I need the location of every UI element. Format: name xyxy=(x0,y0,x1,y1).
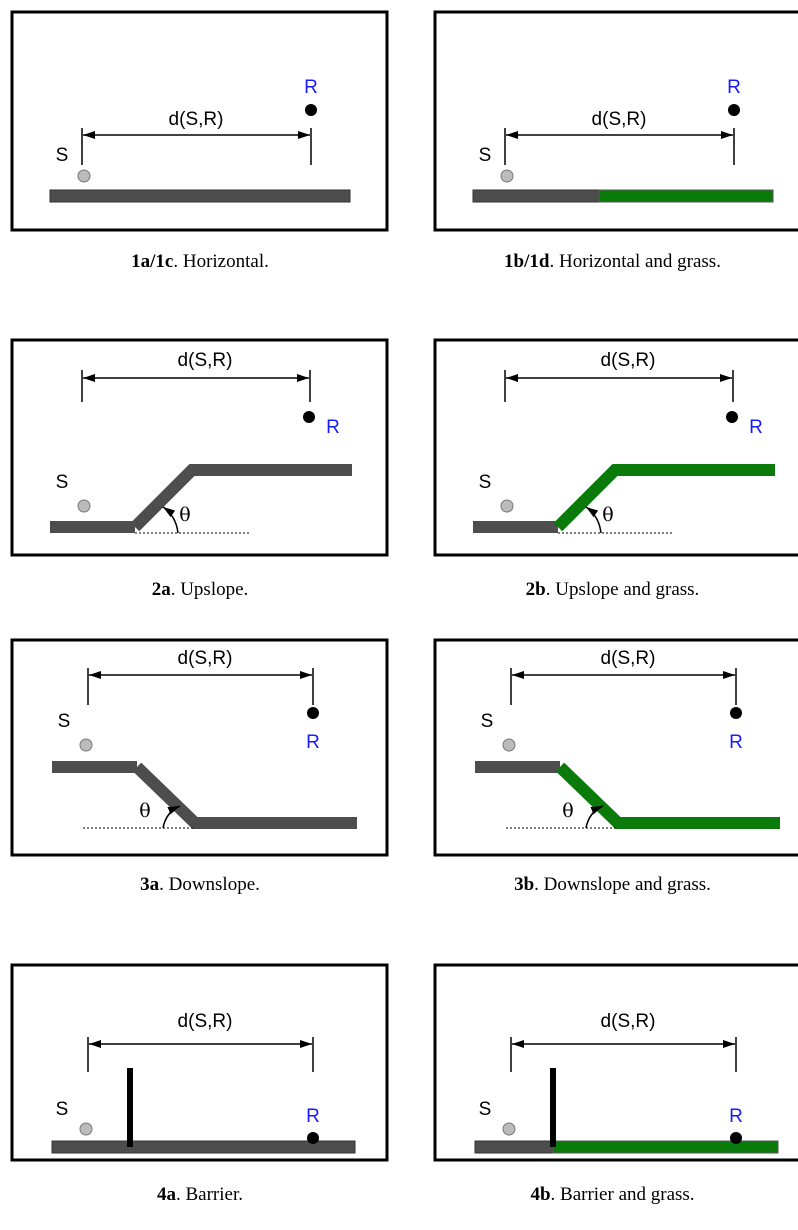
angle-arrow xyxy=(162,506,179,534)
panel-frame xyxy=(433,10,798,232)
source-label: S xyxy=(56,1099,69,1120)
caption: 4b. Barrier and grass. xyxy=(470,1177,755,1213)
receiver xyxy=(726,411,738,423)
source-label: S xyxy=(481,711,494,732)
caption-text: . Barrier. xyxy=(175,1184,243,1205)
ground xyxy=(49,189,351,203)
receiver xyxy=(307,1132,319,1144)
angle-arrow xyxy=(585,805,604,829)
angle-arrow xyxy=(585,506,602,534)
caption-text: . Horizontal and grass. xyxy=(549,251,721,272)
caption: 2b. Upslope and grass. xyxy=(470,572,755,608)
panel-frame xyxy=(433,963,798,1162)
ground xyxy=(130,464,352,532)
source-label: S xyxy=(479,1099,492,1120)
source xyxy=(500,499,514,513)
distance-label: d(S,R) xyxy=(178,1011,233,1032)
caption-id: 1b/1d xyxy=(504,251,550,272)
receiver-label: R xyxy=(729,732,743,753)
source-label: S xyxy=(56,472,69,493)
receiver-label: R xyxy=(306,1106,320,1127)
caption: 1a/1c. Horizontal. xyxy=(40,244,360,280)
receiver-label: R xyxy=(727,77,741,98)
distance-label: d(S,R) xyxy=(601,648,656,669)
angle-arrow xyxy=(162,805,181,829)
panel: θ d(S,R) S R xyxy=(433,338,798,557)
caption-text: . Horizontal. xyxy=(173,251,269,272)
receiver xyxy=(730,1132,742,1144)
caption-text: . Upslope. xyxy=(170,579,249,600)
caption-id: 4b xyxy=(530,1184,551,1205)
grass xyxy=(555,762,780,829)
panel: θ d(S,R) S R xyxy=(433,638,798,857)
receiver xyxy=(305,104,317,116)
angle-label: θ xyxy=(179,504,190,526)
source xyxy=(502,1122,516,1136)
panel: d(S,R) S R xyxy=(10,10,389,232)
caption: 1b/1d. Horizontal and grass. xyxy=(470,244,755,280)
grass xyxy=(598,189,774,203)
receiver xyxy=(307,707,319,719)
caption-text: . Downslope. xyxy=(159,874,260,895)
panel-frame xyxy=(10,338,389,557)
panel-frame xyxy=(433,638,798,857)
distance-label: d(S,R) xyxy=(178,648,233,669)
receiver-label: R xyxy=(306,732,320,753)
angle-label: θ xyxy=(602,504,613,526)
receiver xyxy=(728,104,740,116)
source-label: S xyxy=(479,145,492,166)
caption: 2a. Upslope. xyxy=(40,572,360,608)
panel-frame xyxy=(10,963,389,1162)
receiver xyxy=(730,707,742,719)
grass xyxy=(553,464,775,532)
source xyxy=(77,499,91,513)
angle-label: θ xyxy=(562,800,573,822)
caption: 3a. Downslope. xyxy=(40,867,360,903)
receiver-label: R xyxy=(326,417,340,438)
caption-text: . Downslope and grass. xyxy=(534,874,711,895)
source xyxy=(502,738,516,752)
ground xyxy=(472,189,600,203)
source-label: S xyxy=(479,472,492,493)
caption-text: . Upslope and grass. xyxy=(545,579,700,600)
distance-label: d(S,R) xyxy=(601,1011,656,1032)
grass xyxy=(552,1140,779,1154)
caption: 3b. Downslope and grass. xyxy=(470,867,755,903)
distance-label: d(S,R) xyxy=(169,109,224,130)
angle-label: θ xyxy=(139,800,150,822)
caption-id: 2b xyxy=(525,579,546,600)
panel-frame xyxy=(10,10,389,232)
source xyxy=(500,169,514,183)
panel: θ d(S,R) S R xyxy=(10,338,389,557)
receiver xyxy=(303,411,315,423)
source xyxy=(77,169,91,183)
source xyxy=(79,1122,93,1136)
panel: d(S,R) S R xyxy=(10,963,389,1162)
caption: 4a. Barrier. xyxy=(40,1177,360,1213)
ground xyxy=(474,1140,554,1154)
receiver-label: R xyxy=(749,417,763,438)
caption-id: 3b xyxy=(514,874,535,895)
ground xyxy=(132,762,357,829)
caption-id: 3a xyxy=(140,874,160,895)
panel: d(S,R) S R xyxy=(433,10,798,232)
caption-id: 1a/1c xyxy=(131,251,174,272)
source xyxy=(79,738,93,752)
distance-label: d(S,R) xyxy=(592,109,647,130)
source-label: S xyxy=(58,711,71,732)
panel: d(S,R) S R xyxy=(433,963,798,1162)
panel-frame xyxy=(10,638,389,857)
caption-id: 4a xyxy=(156,1184,176,1205)
distance-label: d(S,R) xyxy=(178,350,233,371)
source-label: S xyxy=(56,145,69,166)
receiver-label: R xyxy=(304,77,318,98)
receiver-label: R xyxy=(729,1106,743,1127)
panel: θ d(S,R) S R xyxy=(10,638,389,857)
panel-frame xyxy=(433,338,798,557)
distance-label: d(S,R) xyxy=(601,350,656,371)
caption-text: . Barrier and grass. xyxy=(550,1184,695,1205)
caption-id: 2a xyxy=(151,579,171,600)
